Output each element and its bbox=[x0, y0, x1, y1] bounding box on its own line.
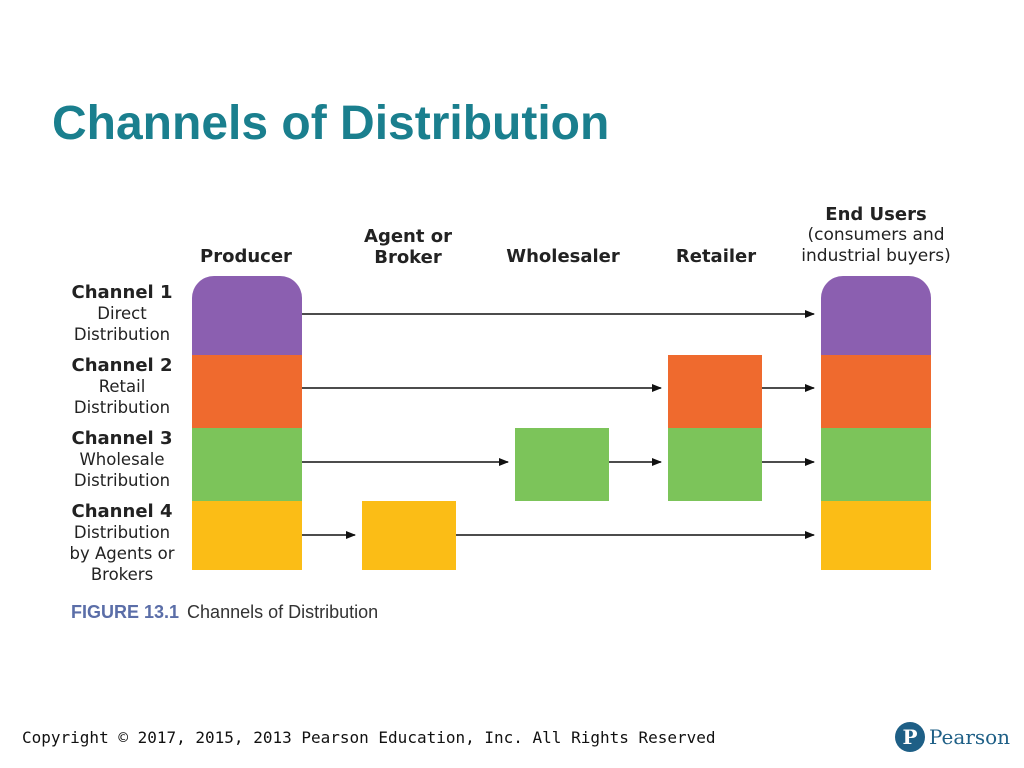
channel-4-name: Channel 4 bbox=[71, 501, 173, 522]
channel-2-desc: Retail Distribution bbox=[73, 377, 171, 417]
end-users-block-channel-1 bbox=[821, 276, 931, 355]
channel-3-desc: Wholesale Distribution bbox=[73, 450, 171, 490]
agent-block-channel-4 bbox=[362, 501, 456, 570]
producer-block-channel-1 bbox=[192, 276, 302, 355]
header-producer-label: Producer bbox=[200, 246, 292, 267]
end-users-block-channel-2 bbox=[821, 355, 931, 428]
copyright-footer: Copyright © 2017, 2015, 2013 Pearson Edu… bbox=[22, 728, 716, 747]
channel-1-label: Channel 1 Direct Distribution bbox=[62, 282, 182, 345]
wholesaler-block-channel-3 bbox=[515, 428, 609, 501]
slide-title: Channels of Distribution bbox=[52, 97, 610, 150]
figure-caption-label: FIGURE 13.1 bbox=[71, 602, 180, 622]
retailer-block-channel-3 bbox=[668, 428, 762, 501]
header-retailer: Retailer bbox=[675, 246, 757, 267]
header-producer: Producer bbox=[190, 246, 302, 267]
header-agent: Agent or Broker bbox=[364, 226, 452, 268]
header-end-users-label: End Users bbox=[825, 204, 927, 225]
figure-caption-text: Channels of Distribution bbox=[187, 602, 379, 622]
channel-1-desc: Direct Distribution bbox=[73, 304, 171, 344]
end-users-block-channel-3 bbox=[821, 428, 931, 501]
pearson-brand-name: Pearson bbox=[929, 725, 1011, 749]
pearson-logo-icon: P bbox=[895, 722, 925, 752]
channel-3-name: Channel 3 bbox=[71, 428, 173, 449]
channel-4-desc: Distribution by Agents or Brokers bbox=[69, 523, 175, 584]
figure-caption: FIGURE 13.1 Channels of Distribution bbox=[71, 602, 378, 623]
end-users-block-channel-4 bbox=[821, 501, 931, 570]
header-end-users: End Users (consumers and industrial buye… bbox=[796, 204, 956, 267]
channel-2-label: Channel 2 Retail Distribution bbox=[62, 355, 182, 418]
pearson-brand: P Pearson bbox=[895, 720, 1010, 754]
channel-2-name: Channel 2 bbox=[71, 355, 173, 376]
channel-1-name: Channel 1 bbox=[71, 282, 173, 303]
retailer-block-channel-2 bbox=[668, 355, 762, 428]
producer-block-channel-4 bbox=[192, 501, 302, 570]
channel-3-label: Channel 3 Wholesale Distribution bbox=[62, 428, 182, 491]
producer-block-channel-2 bbox=[192, 355, 302, 428]
producer-block-channel-3 bbox=[192, 428, 302, 501]
header-wholesaler: Wholesaler bbox=[506, 246, 620, 267]
header-end-users-sub: (consumers and industrial buyers) bbox=[801, 225, 951, 266]
channel-4-label: Channel 4 Distribution by Agents or Brok… bbox=[62, 501, 182, 585]
